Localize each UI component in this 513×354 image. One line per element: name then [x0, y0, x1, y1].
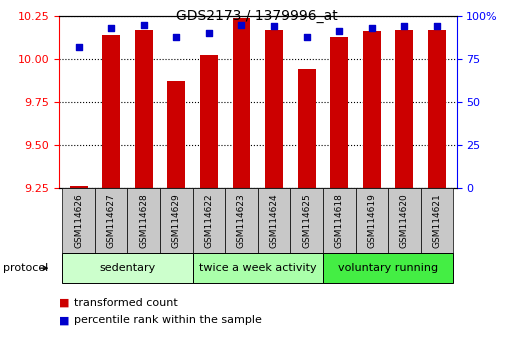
Point [172, 34, 181, 39]
Text: GSM114629: GSM114629 [172, 193, 181, 248]
Bar [265, 30, 283, 188]
Bar [135, 30, 153, 188]
Text: GSM114620: GSM114620 [400, 193, 409, 248]
Bar [396, 30, 413, 188]
Point [107, 25, 115, 31]
Bar [298, 69, 315, 188]
Text: ■: ■ [59, 298, 69, 308]
Point [433, 23, 441, 29]
Point [74, 44, 83, 50]
Text: voluntary running: voluntary running [338, 263, 438, 273]
Text: GSM114623: GSM114623 [237, 193, 246, 248]
Point [368, 25, 376, 31]
Point [205, 30, 213, 36]
Text: GSM114624: GSM114624 [269, 193, 279, 248]
Bar [363, 32, 381, 188]
Point [140, 22, 148, 27]
Bar [232, 18, 250, 188]
Text: sedentary: sedentary [100, 263, 155, 273]
Text: GSM114627: GSM114627 [107, 193, 115, 248]
Text: percentile rank within the sample: percentile rank within the sample [74, 315, 262, 325]
Text: protocol: protocol [3, 263, 48, 273]
Point [238, 22, 246, 27]
Text: GSM114619: GSM114619 [367, 193, 377, 248]
Text: GSM114618: GSM114618 [335, 193, 344, 248]
Text: transformed count: transformed count [74, 298, 178, 308]
Bar [102, 35, 120, 188]
Bar [200, 56, 218, 188]
Text: GSM114625: GSM114625 [302, 193, 311, 248]
Point [303, 34, 311, 39]
Bar [70, 186, 88, 188]
Bar [428, 30, 446, 188]
Text: GDS2173 / 1379996_at: GDS2173 / 1379996_at [175, 9, 338, 23]
Text: GSM114626: GSM114626 [74, 193, 83, 248]
Point [270, 23, 278, 29]
Bar [330, 36, 348, 188]
Text: GSM114621: GSM114621 [432, 193, 442, 248]
Point [335, 29, 343, 34]
Point [400, 23, 408, 29]
Text: twice a week activity: twice a week activity [199, 263, 317, 273]
Bar [167, 81, 185, 188]
Text: GSM114628: GSM114628 [139, 193, 148, 248]
Text: GSM114622: GSM114622 [204, 193, 213, 248]
Text: ■: ■ [59, 315, 69, 325]
